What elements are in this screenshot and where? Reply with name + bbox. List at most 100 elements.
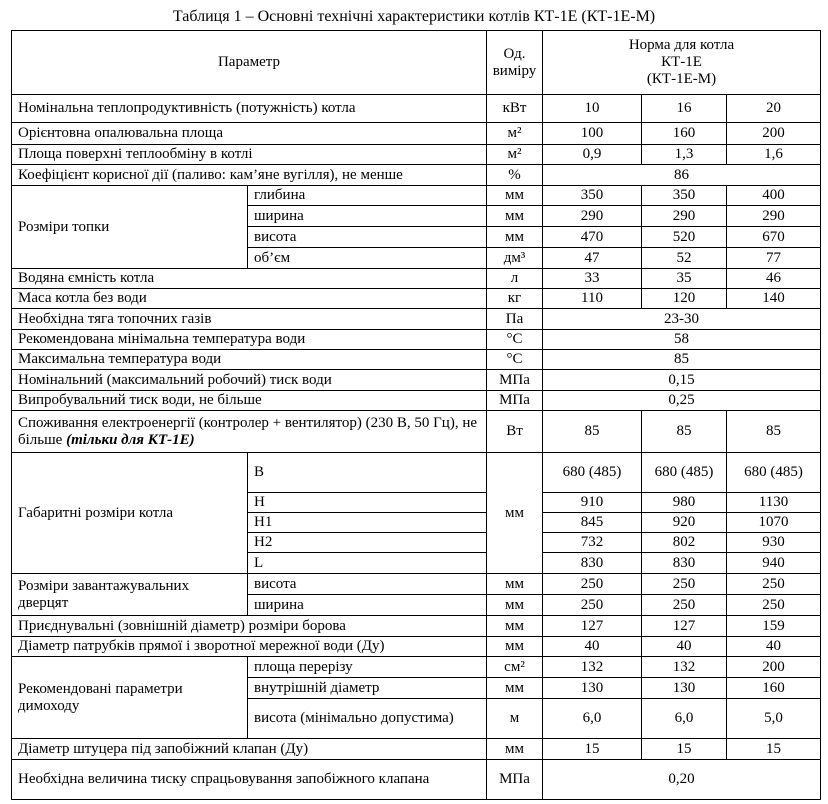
value-cell: 802	[641, 532, 727, 553]
value-cell: 732	[542, 532, 642, 553]
value-cell: 132	[641, 656, 727, 678]
table-row: Діаметр патрубків прямої і зворотної мер…	[11, 636, 821, 657]
value-cell: 77	[726, 247, 821, 269]
unit-cell: мм	[486, 573, 543, 595]
table-row: висота (мінімально допустима) м 6,0 6,0 5,0	[12, 698, 821, 739]
value-cell: 85	[542, 410, 642, 453]
table-row: Коефіцієнт корисної дії (паливо: кам’яне…	[11, 164, 821, 186]
value-cell: 130	[542, 677, 642, 699]
value-cell: 350	[542, 185, 642, 206]
value-cell: 680 (485)	[726, 452, 821, 493]
table-row: Максимальна температура води °C 85	[11, 349, 821, 370]
value-cell: 830	[542, 552, 642, 574]
sub-parameter-label: площа перерізу	[247, 656, 487, 678]
value-cell: 15	[726, 738, 821, 760]
value-cell-merged: 0,15	[542, 369, 821, 391]
parameter-label: Номінальна теплопродуктивність (потужніс…	[11, 94, 487, 123]
table-row: Площа поверхні теплообміну в котлі м² 0,9 1…	[11, 144, 821, 165]
value-cell: 250	[641, 573, 727, 595]
sub-parameter-label: H1	[247, 512, 487, 533]
value-cell: 52	[641, 247, 727, 269]
value-cell: 200	[726, 122, 821, 145]
parameter-label: Площа поверхні теплообміну в котлі	[11, 144, 487, 165]
value-cell: 290	[641, 205, 727, 227]
value-cell-merged: 86	[542, 164, 821, 186]
table-row: L 830 830 940	[12, 552, 821, 574]
unit-cell: мм	[486, 226, 543, 248]
unit-cell: кВт	[486, 94, 543, 123]
table-row: Приєднувальні (зовнішній діаметр) розмір…	[11, 615, 821, 637]
value-cell: 33	[542, 268, 642, 289]
table-row: Розміри топки глибина мм 350 350 400	[11, 185, 821, 269]
table-row: Споживання електроенергії (контролер + в…	[11, 410, 821, 453]
parameter-label: Коефіцієнт корисної дії (паливо: кам’яне…	[11, 164, 487, 186]
unit-cell: м	[486, 698, 543, 739]
value-cell: 1130	[726, 492, 821, 513]
table-row: Розміри завантажувальних дверцят висота мм…	[11, 573, 821, 616]
sub-parameter-label: L	[247, 552, 487, 574]
value-cell: 110	[542, 288, 642, 309]
value-cell: 120	[641, 288, 727, 309]
table-caption: Таблиця 1 – Основні технічні характерист…	[172, 8, 656, 25]
parameter-label: Рекомендована мінімальна температура вод…	[11, 329, 487, 350]
value-cell: 46	[726, 268, 821, 289]
value-cell: 920	[641, 512, 727, 533]
parameter-label: Необхідна величина тиску спрацьовування …	[11, 759, 487, 800]
parameter-label: Необхідна тяга топочних газів	[11, 308, 487, 330]
value-cell: 160	[726, 677, 821, 699]
value-cell: 680 (485)	[641, 452, 727, 493]
sub-parameter-label: H2	[247, 532, 487, 553]
sub-parameter-label: висота (мінімально допустима)	[247, 698, 487, 739]
value-cell: 520	[641, 226, 727, 248]
table-row: Рекомендована мінімальна температура вод…	[11, 329, 821, 350]
unit-cell: см²	[486, 656, 543, 678]
value-cell: 680 (485)	[542, 452, 642, 493]
table-row: Необхідна тяга топочних газів Па 23-30	[11, 308, 821, 330]
header-parameter: Параметр	[11, 30, 487, 95]
unit-cell: °C	[486, 349, 543, 370]
header-norm-model-alt: (КТ-1Е-М)	[646, 71, 717, 87]
table-row: об’єм дм³ 47 52 77	[12, 247, 821, 269]
value-cell: 250	[542, 594, 642, 616]
parameter-label: Водяна ємність котла	[11, 268, 487, 289]
unit-cell: МПа	[486, 390, 543, 411]
unit-cell: мм	[486, 452, 543, 574]
unit-cell: мм	[486, 205, 543, 227]
unit-cell: м²	[486, 122, 543, 145]
table-row: Діаметр штуцера під запобіжний клапан (Д…	[11, 738, 821, 760]
table-row: ширина мм 250 250 250	[12, 594, 821, 616]
parameter-label: Розміри завантажувальних дверцят	[11, 573, 248, 616]
table-row: Орієнтовна опалювальна площа м² 100 160 200	[11, 122, 821, 145]
value-cell: 470	[542, 226, 642, 248]
table-row: Номінальна теплопродуктивність (потужніс…	[11, 94, 821, 123]
value-cell: 40	[726, 636, 821, 657]
value-cell: 15	[641, 738, 727, 760]
value-cell: 830	[641, 552, 727, 574]
header-norm-line: Норма для котла	[628, 37, 735, 53]
parameter-label: Діаметр патрубків прямої і зворотної мер…	[11, 636, 487, 657]
value-cell: 1070	[726, 512, 821, 533]
value-cell: 250	[641, 594, 727, 616]
sub-parameter-label: B	[247, 452, 487, 493]
unit-cell: мм	[486, 185, 543, 206]
value-cell: 0,9	[542, 144, 642, 165]
parameter-label: Габаритні розміри котла	[11, 452, 248, 574]
value-cell: 6,0	[641, 698, 727, 739]
sub-parameter-label: ширина	[247, 594, 487, 616]
table-row: внутрішній діаметр мм 130 130 160	[12, 677, 821, 699]
value-cell: 845	[542, 512, 642, 533]
unit-cell: Па	[486, 308, 543, 330]
value-cell: 10	[542, 94, 642, 123]
value-cell-merged: 85	[542, 349, 821, 370]
parameter-label: Розміри топки	[11, 185, 248, 269]
value-cell: 1,6	[726, 144, 821, 165]
table-row: H 910 980 1130	[12, 492, 821, 513]
unit-cell: мм	[486, 677, 543, 699]
header-norm: Норма для котла КТ-1Е (КТ-1Е-М)	[542, 30, 821, 95]
parameter-label: Орієнтовна опалювальна площа	[11, 122, 487, 145]
header-norm-model: КТ-1Е	[661, 54, 702, 70]
table-row: висота мм 470 520 670	[12, 226, 821, 248]
value-cell: 15	[542, 738, 642, 760]
parameter-label: Рекомендовані параметри димоходу	[11, 656, 248, 739]
value-cell: 20	[726, 94, 821, 123]
